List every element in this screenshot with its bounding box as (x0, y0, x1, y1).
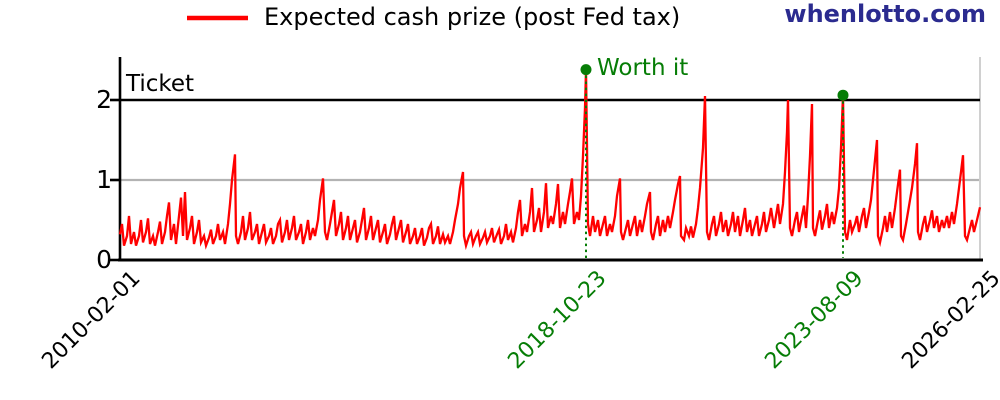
y-tick-label-1: 1 (96, 165, 112, 194)
highlight-dot-0 (580, 64, 592, 76)
y-tick-label-0: 0 (96, 245, 112, 274)
ticket-line-label: Ticket (126, 71, 195, 97)
prize-line (118, 69, 982, 251)
worth-it-annotation: Worth it (597, 55, 689, 81)
brand-link[interactable]: whenlotto.com (784, 0, 986, 28)
legend-series-label: Expected cash prize (post Fed tax) (264, 3, 681, 31)
y-tick-label-2: 2 (96, 85, 112, 114)
highlight-dot-1 (837, 89, 849, 101)
